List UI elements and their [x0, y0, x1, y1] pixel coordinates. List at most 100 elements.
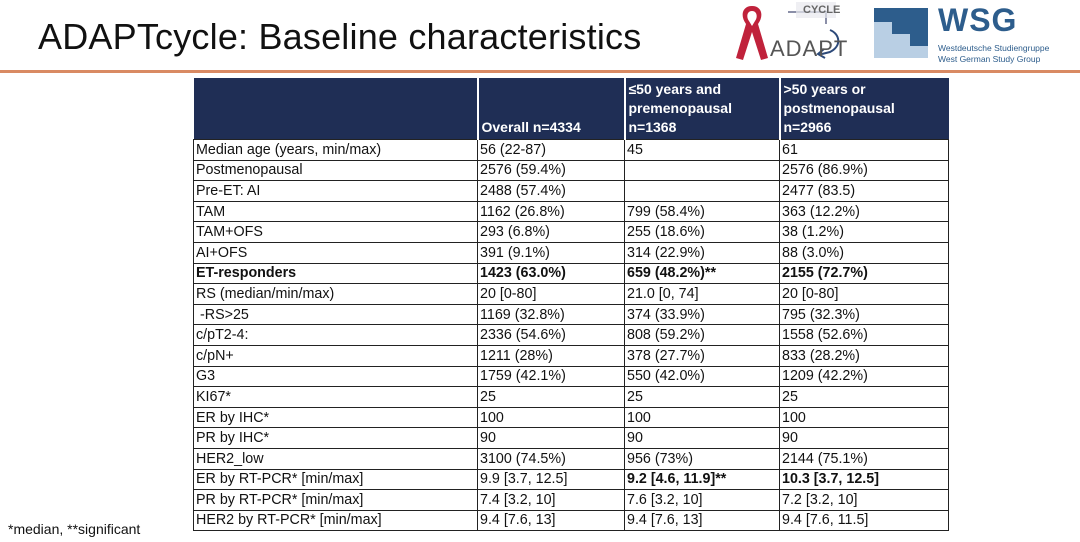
adapt-logo: CYCLE ADAPT — [730, 2, 855, 64]
row-label: G3 — [193, 365, 478, 388]
cell-overall: 1423 (63.0%) — [477, 262, 625, 285]
cell-postmenopausal: 25 — [779, 386, 949, 408]
baseline-characteristics-table: Overall n=4334 ≤50 years and premenopaus… — [193, 78, 949, 532]
header-label-column — [193, 78, 479, 140]
row-label: c/pT2-4: — [193, 324, 478, 346]
cell-overall: 1211 (28%) — [477, 344, 625, 367]
table-header-row: Overall n=4334 ≤50 years and premenopaus… — [193, 78, 949, 140]
row-label: HER2_low — [193, 447, 478, 470]
row-label: Median age (years, min/max) — [193, 139, 478, 161]
row-label: PR by IHC* — [193, 427, 478, 449]
cell-overall: 100 — [477, 406, 625, 429]
footnote: *median, **significant — [8, 521, 141, 537]
cell-postmenopausal: 2477 (83.5) — [779, 180, 949, 202]
row-label: -RS>25 — [193, 303, 478, 326]
row-label: TAM+OFS — [193, 221, 478, 243]
cell-overall: 3100 (74.5%) — [477, 447, 625, 470]
cell-premenopausal: 378 (27.7%) — [624, 344, 780, 367]
table-row: G3 1759 (42.1%) 550 (42.0%) 1209 (42.2%) — [193, 365, 949, 388]
table-row: PR by RT-PCR* [min/max] 7.4 [3.2, 10] 7.… — [193, 489, 949, 511]
adapt-word: ADAPT — [770, 36, 849, 61]
row-label: c/pN+ — [193, 344, 478, 367]
cell-overall: 1162 (26.8%) — [477, 200, 625, 223]
cell-overall: 20 [0-80] — [477, 283, 625, 305]
cell-overall: 7.4 [3.2, 10] — [477, 489, 625, 511]
cell-postmenopausal: 100 — [779, 406, 949, 429]
title-divider — [0, 70, 1080, 73]
cell-postmenopausal: 88 (3.0%) — [779, 241, 949, 264]
cell-premenopausal: 7.6 [3.2, 10] — [624, 489, 780, 511]
row-label: ET-responders — [193, 262, 478, 285]
row-label: AI+OFS — [193, 241, 478, 264]
cell-premenopausal: 45 — [624, 139, 780, 161]
cell-premenopausal: 9.4 [7.6, 13] — [624, 509, 780, 532]
table-row: KI67* 25 25 25 — [193, 386, 949, 408]
table-row: TAM+OFS 293 (6.8%) 255 (18.6%) 38 (1.2%) — [193, 221, 949, 243]
cell-premenopausal: 90 — [624, 427, 780, 449]
row-label: KI67* — [193, 386, 478, 408]
cell-postmenopausal: 795 (32.3%) — [779, 303, 949, 326]
row-label: TAM — [193, 200, 478, 223]
cell-premenopausal: 100 — [624, 406, 780, 429]
table-row: Postmenopausal 2576 (59.4%) 2576 (86.9%) — [193, 159, 949, 182]
table-row: -RS>25 1169 (32.8%) 374 (33.9%) 795 (32.… — [193, 303, 949, 326]
cell-premenopausal: 255 (18.6%) — [624, 221, 780, 243]
cell-overall: 391 (9.1%) — [477, 241, 625, 264]
row-label: ER by RT-PCR* [min/max] — [193, 468, 478, 491]
cell-postmenopausal: 61 — [779, 139, 949, 161]
wsg-word: WSG — [938, 2, 1018, 38]
cell-postmenopausal: 363 (12.2%) — [779, 200, 949, 223]
cell-overall: 9.4 [7.6, 13] — [477, 509, 625, 532]
cell-postmenopausal: 9.4 [7.6, 11.5] — [779, 509, 949, 532]
table-row: c/pN+ 1211 (28%) 378 (27.7%) 833 (28.2%) — [193, 344, 949, 367]
wsg-subtitle-german: Westdeutsche Studiengruppe — [938, 43, 1050, 53]
cell-premenopausal: 956 (73%) — [624, 447, 780, 470]
table-row: HER2 by RT-PCR* [min/max] 9.4 [7.6, 13] … — [193, 509, 949, 532]
cell-overall: 90 — [477, 427, 625, 449]
row-label: HER2 by RT-PCR* [min/max] — [193, 509, 478, 532]
header-premenopausal: ≤50 years and premenopausal n=1368 — [624, 78, 781, 140]
cell-postmenopausal: 1558 (52.6%) — [779, 324, 949, 346]
table-row: PR by IHC* 90 90 90 — [193, 427, 949, 449]
cell-premenopausal: 808 (59.2%) — [624, 324, 780, 346]
wsg-subtitle-english: West German Study Group — [938, 54, 1041, 64]
cell-postmenopausal: 20 [0-80] — [779, 283, 949, 305]
cell-postmenopausal: 2144 (75.1%) — [779, 447, 949, 470]
cell-overall: 2336 (54.6%) — [477, 324, 625, 346]
cell-postmenopausal: 1209 (42.2%) — [779, 365, 949, 388]
cell-premenopausal — [624, 159, 780, 182]
cell-overall: 2488 (57.4%) — [477, 180, 625, 202]
adapt-cycle-word: CYCLE — [803, 4, 841, 16]
cell-overall: 9.9 [3.7, 12.5] — [477, 468, 625, 491]
table-row-et-responders: ET-responders 1423 (63.0%) 659 (48.2%)**… — [193, 262, 949, 285]
header-postmenopausal: >50 years or postmenopausal n=2966 — [779, 78, 949, 140]
cell-overall: 25 — [477, 386, 625, 408]
cell-postmenopausal: 38 (1.2%) — [779, 221, 949, 243]
row-label: RS (median/min/max) — [193, 283, 478, 305]
cell-premenopausal: 659 (48.2%)** — [624, 262, 780, 285]
cell-premenopausal — [624, 180, 780, 202]
cell-premenopausal: 374 (33.9%) — [624, 303, 780, 326]
wsg-staircase-icon — [874, 8, 928, 58]
table-row: Median age (years, min/max) 56 (22-87) 4… — [193, 139, 949, 161]
header-overall: Overall n=4334 — [477, 78, 626, 140]
cell-postmenopausal: 833 (28.2%) — [779, 344, 949, 367]
cell-postmenopausal: 10.3 [3.7, 12.5] — [779, 468, 949, 491]
cell-overall: 2576 (59.4%) — [477, 159, 625, 182]
adapt-ribbon-icon — [736, 2, 840, 60]
row-label: ER by IHC* — [193, 406, 478, 429]
row-label: PR by RT-PCR* [min/max] — [193, 489, 478, 511]
cell-premenopausal: 314 (22.9%) — [624, 241, 780, 264]
table-row: ER by IHC* 100 100 100 — [193, 406, 949, 429]
wsg-logo: WSG Westdeutsche Studiengruppe West Germ… — [872, 2, 1072, 64]
cell-overall: 56 (22-87) — [477, 139, 625, 161]
table-row: c/pT2-4: 2336 (54.6%) 808 (59.2%) 1558 (… — [193, 324, 949, 346]
cell-overall: 293 (6.8%) — [477, 221, 625, 243]
slide-title: ADAPTcycle: Baseline characteristics — [38, 16, 642, 57]
table-row: Pre-ET: AI 2488 (57.4%) 2477 (83.5) — [193, 180, 949, 202]
cell-postmenopausal: 7.2 [3.2, 10] — [779, 489, 949, 511]
cell-postmenopausal: 90 — [779, 427, 949, 449]
cell-premenopausal: 25 — [624, 386, 780, 408]
cell-premenopausal: 550 (42.0%) — [624, 365, 780, 388]
row-label: Pre-ET: AI — [193, 180, 478, 202]
